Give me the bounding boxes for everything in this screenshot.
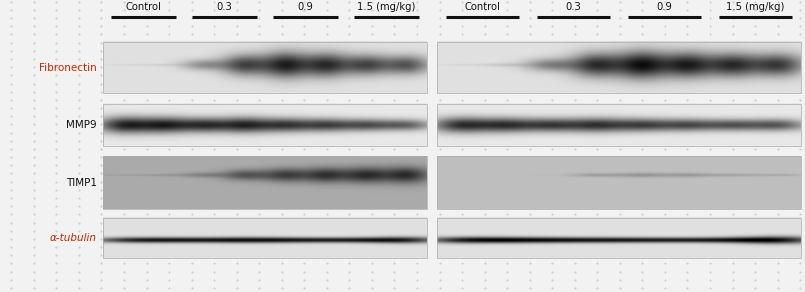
Text: MMP9: MMP9 [66,120,97,130]
Bar [103,104,427,146]
Text: 0.9: 0.9 [297,2,313,12]
Text: TIMP1: TIMP1 [65,178,97,187]
Bar [437,156,801,209]
Text: 0.9: 0.9 [657,2,672,12]
Text: 1.5 (mg/kg): 1.5 (mg/kg) [726,2,785,12]
Bar [103,218,427,258]
Text: Fibronectin: Fibronectin [39,63,97,73]
Bar [103,156,427,209]
Bar [437,218,801,258]
Bar [437,104,801,146]
Bar [437,42,801,93]
Bar [103,42,427,93]
Text: α-tubulin: α-tubulin [50,233,97,243]
Text: Control: Control [464,2,501,12]
Bar [103,209,801,218]
Text: 0.3: 0.3 [566,2,581,12]
Bar [103,146,801,156]
Text: Control: Control [126,2,162,12]
Text: 0.3: 0.3 [217,2,233,12]
Text: 1.5 (mg/kg): 1.5 (mg/kg) [357,2,415,12]
Bar [103,93,801,104]
